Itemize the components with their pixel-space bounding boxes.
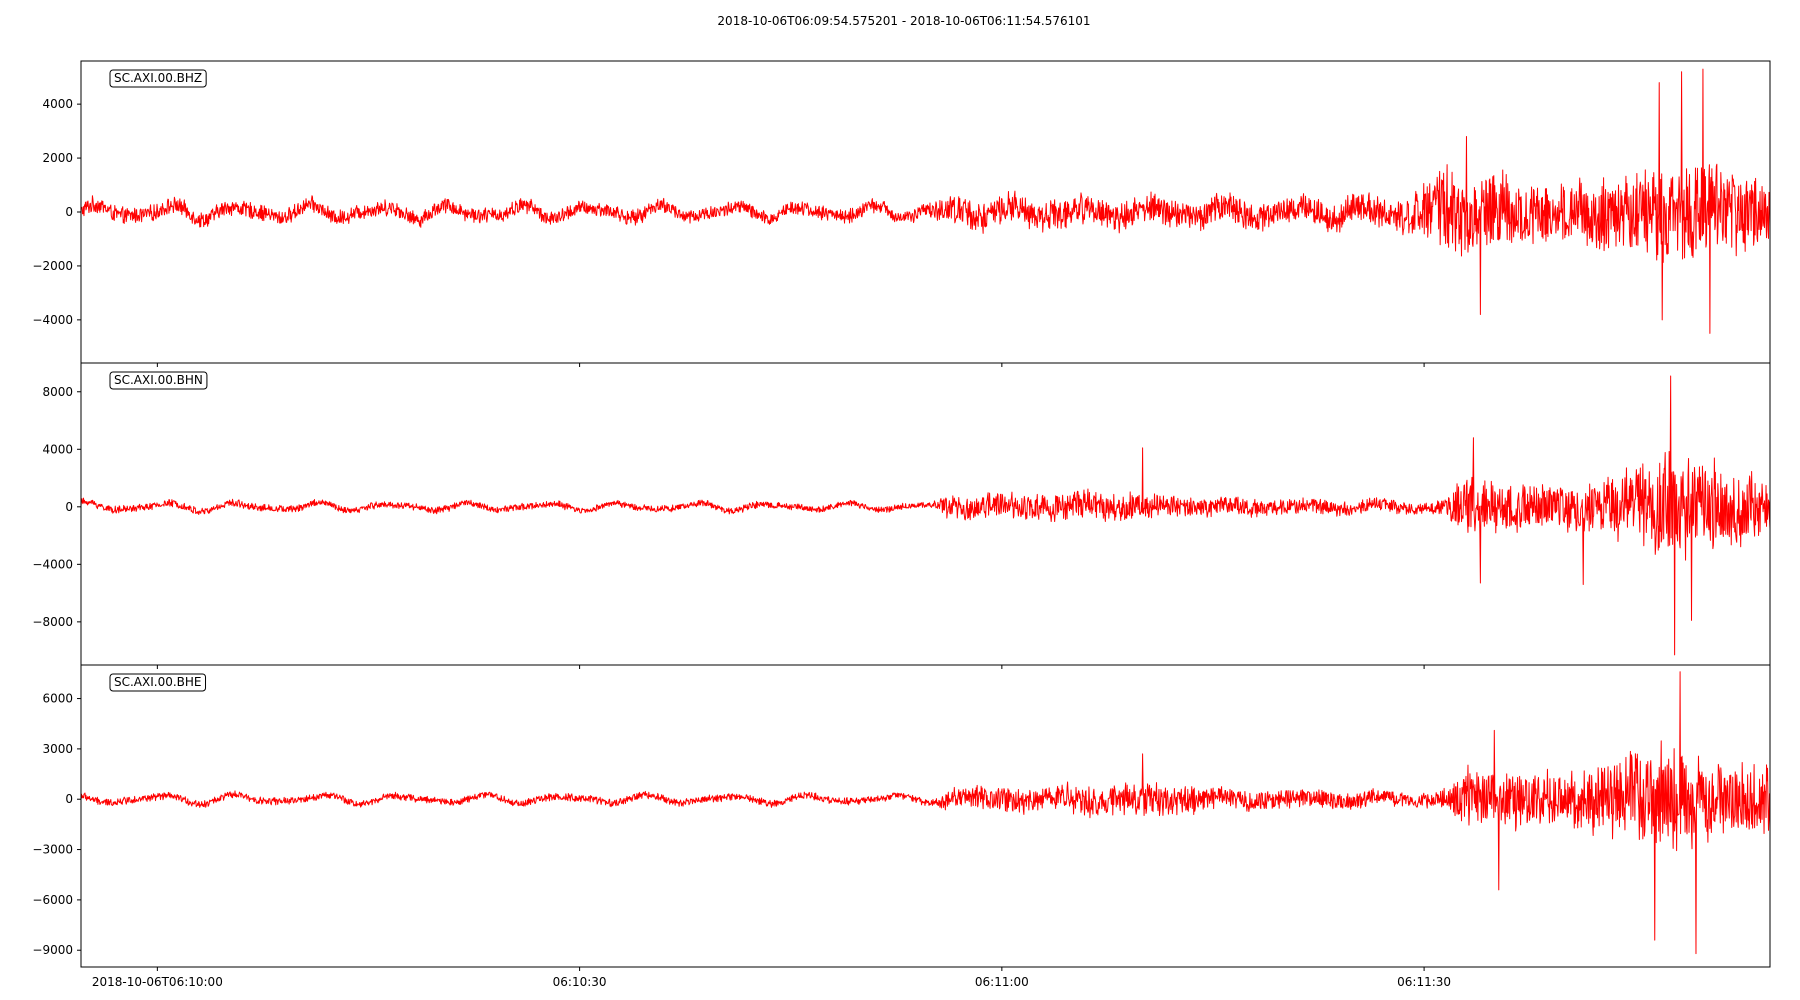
x-axis-ticks: 2018-10-06T06:10:00 06:10:30 06:11:00 06:11… <box>92 975 1451 989</box>
axes-group: −4000 −2000 0 2000 4000 SC.AXI.00.BHZ −8000 −40… <box>32 60 1771 971</box>
axes-frame <box>80 664 1771 968</box>
trace-panel: −4000 −2000 0 2000 4000 SC.AXI.00.BHZ <box>32 60 1771 367</box>
y-tick-label: −8000 <box>32 615 73 629</box>
x-tick-label: 06:10:30 <box>553 975 607 989</box>
y-tick-label: −9000 <box>32 943 73 957</box>
x-tick-label: 06:11:00 <box>975 975 1029 989</box>
channel-label: SC.AXI.00.BHN <box>114 373 203 387</box>
y-tick-label: 6000 <box>42 692 73 706</box>
channel-label-box <box>109 673 207 692</box>
y-tick-label: 8000 <box>42 385 73 399</box>
chart-title: 2018-10-06T06:09:54.575201 - 2018-10-06T… <box>717 14 1090 28</box>
y-tick-label: −2000 <box>32 259 73 273</box>
y-tick-label: 3000 <box>42 742 73 756</box>
trace-line-bhz <box>81 68 1770 334</box>
trace-line-bhn <box>81 375 1770 656</box>
channel-label-box <box>109 371 208 390</box>
y-tick-label: −4000 <box>32 313 73 327</box>
channel-label: SC.AXI.00.BHZ <box>114 71 202 85</box>
y-tick-label: 2000 <box>42 151 73 165</box>
x-tick-label: 06:11:30 <box>1397 975 1451 989</box>
trace-panel: −8000 −4000 0 4000 8000 SC.AXI.00.BHN <box>32 362 1771 669</box>
y-tick-label: −4000 <box>32 557 73 571</box>
y-tick-label: 0 <box>65 792 73 806</box>
y-tick-label: 4000 <box>42 442 73 456</box>
channel-label: SC.AXI.00.BHE <box>114 675 202 689</box>
x-tick-label: 2018-10-06T06:10:00 <box>92 975 223 989</box>
y-tick-label: 0 <box>65 500 73 514</box>
y-tick-label: −6000 <box>32 893 73 907</box>
y-tick-label: 4000 <box>42 97 73 111</box>
y-tick-label: 0 <box>65 205 73 219</box>
trace-line-bhe <box>81 671 1770 955</box>
trace-panel: −9000 −6000 −3000 0 3000 6000 SC.AXI.00.BHE <box>32 664 1771 971</box>
y-tick-label: −3000 <box>32 843 73 857</box>
channel-label-box <box>109 69 207 88</box>
